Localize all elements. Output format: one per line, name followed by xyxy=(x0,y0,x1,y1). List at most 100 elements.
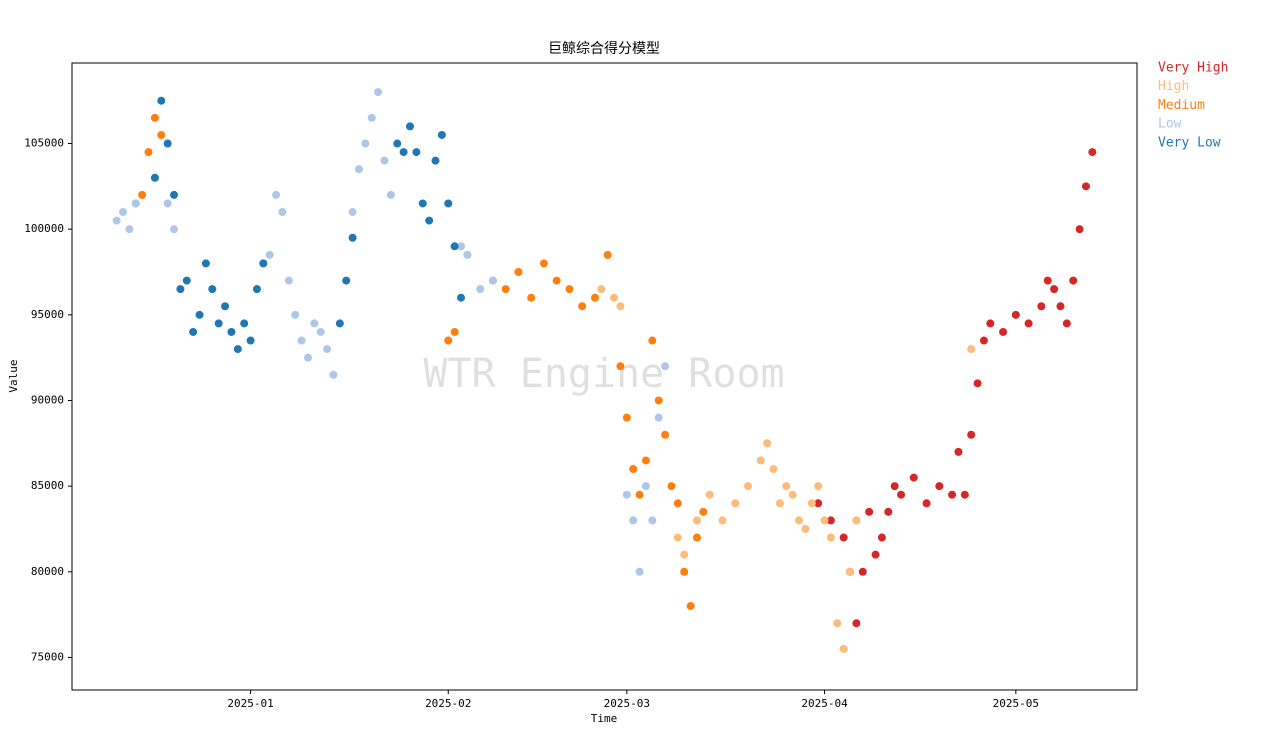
point xyxy=(297,336,306,345)
point xyxy=(973,379,982,388)
point xyxy=(648,516,657,525)
point xyxy=(756,456,765,465)
point xyxy=(826,533,835,542)
point xyxy=(692,533,701,542)
point xyxy=(699,507,708,516)
point xyxy=(259,259,268,268)
point xyxy=(999,327,1008,336)
point xyxy=(635,567,644,576)
point xyxy=(488,276,497,285)
point xyxy=(661,362,670,371)
point xyxy=(935,482,944,491)
point xyxy=(476,285,485,294)
point xyxy=(393,139,402,148)
y-tick-label: 90000 xyxy=(31,393,64,406)
point xyxy=(801,524,810,533)
point xyxy=(795,516,804,525)
point xyxy=(189,327,198,336)
point xyxy=(833,619,842,628)
point xyxy=(954,447,963,456)
point xyxy=(616,362,625,371)
point xyxy=(692,516,701,525)
y-tick-label: 100000 xyxy=(24,222,64,235)
legend-label: Medium xyxy=(1158,98,1205,113)
point xyxy=(635,490,644,499)
point xyxy=(335,319,344,328)
point xyxy=(405,122,414,131)
point xyxy=(303,353,312,362)
point xyxy=(310,319,319,328)
point xyxy=(227,327,236,336)
point xyxy=(731,499,740,508)
point xyxy=(1069,276,1078,285)
series-points xyxy=(131,113,708,611)
legend-label: Very High xyxy=(1158,61,1228,76)
point xyxy=(673,499,682,508)
point xyxy=(1062,319,1071,328)
point xyxy=(775,499,784,508)
point xyxy=(131,199,140,208)
series-points xyxy=(150,96,466,354)
point xyxy=(444,336,453,345)
point xyxy=(814,482,823,491)
point xyxy=(176,285,185,294)
point xyxy=(667,482,676,491)
point xyxy=(1081,182,1090,191)
point xyxy=(463,250,472,259)
point xyxy=(361,139,370,148)
point xyxy=(763,439,772,448)
point xyxy=(852,619,861,628)
point xyxy=(291,310,300,319)
point xyxy=(967,345,976,354)
point xyxy=(170,225,179,234)
point xyxy=(839,644,848,653)
x-tick-label: 2025-03 xyxy=(604,697,650,710)
point xyxy=(890,482,899,491)
point xyxy=(629,516,638,525)
point xyxy=(629,465,638,474)
point xyxy=(979,336,988,345)
point xyxy=(603,250,612,259)
point xyxy=(597,285,606,294)
point xyxy=(208,285,217,294)
point xyxy=(539,259,548,268)
point xyxy=(922,499,931,508)
point xyxy=(367,113,376,122)
point xyxy=(323,345,332,354)
point xyxy=(354,165,363,174)
point xyxy=(718,516,727,525)
point xyxy=(852,516,861,525)
point xyxy=(150,113,159,122)
y-tick-label: 80000 xyxy=(31,565,64,578)
point xyxy=(820,516,829,525)
x-tick-label: 2025-01 xyxy=(227,697,273,710)
point xyxy=(157,96,166,105)
chart-title: 巨鲸综合得分模型 xyxy=(548,40,660,57)
point xyxy=(201,259,210,268)
point xyxy=(1075,225,1084,234)
point xyxy=(641,456,650,465)
point xyxy=(673,533,682,542)
point xyxy=(960,490,969,499)
point xyxy=(948,490,957,499)
point xyxy=(272,190,281,199)
point xyxy=(374,88,383,97)
point xyxy=(138,190,147,199)
point xyxy=(680,567,689,576)
point xyxy=(705,490,714,499)
point xyxy=(380,156,389,165)
y-tick-label: 75000 xyxy=(31,650,64,663)
point xyxy=(743,482,752,491)
point xyxy=(342,276,351,285)
point xyxy=(877,533,886,542)
point xyxy=(329,370,338,379)
x-tick-label: 2025-02 xyxy=(425,697,471,710)
point xyxy=(265,250,274,259)
series-points xyxy=(597,285,976,653)
point xyxy=(858,567,867,576)
point xyxy=(552,276,561,285)
point xyxy=(112,216,121,225)
point xyxy=(150,173,159,182)
y-axis-label: Value xyxy=(7,359,20,392)
